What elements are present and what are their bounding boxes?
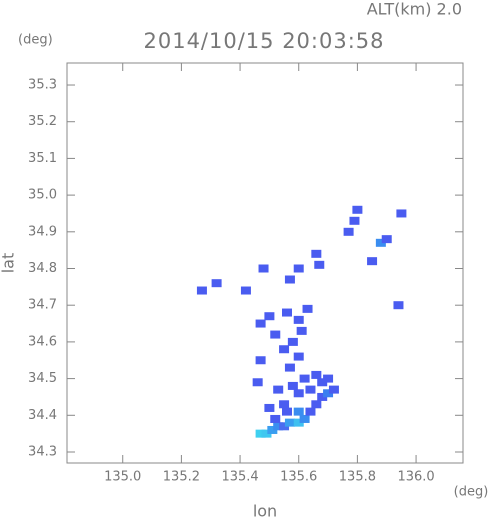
echo — [296, 326, 307, 335]
y-tick-label: 34.9 — [28, 224, 57, 239]
y-tick-label: 35.0 — [28, 188, 57, 203]
echo — [311, 249, 322, 258]
y-tick-label: 35.1 — [28, 151, 57, 166]
echo — [287, 337, 298, 346]
echo — [284, 275, 295, 284]
echo — [367, 257, 378, 266]
echo — [270, 330, 281, 339]
echo — [261, 429, 272, 438]
echo — [343, 227, 354, 236]
echo — [252, 378, 263, 387]
echo — [317, 392, 328, 401]
y-tick-label: 34.3 — [28, 444, 57, 459]
echo — [284, 418, 295, 427]
echo — [240, 286, 251, 295]
echo — [323, 374, 334, 383]
echo — [196, 286, 207, 295]
echo — [267, 425, 278, 434]
y-tick-label: 34.6 — [28, 334, 57, 349]
echo — [305, 385, 316, 394]
echo — [279, 400, 290, 409]
echo — [284, 363, 295, 372]
echo — [279, 345, 290, 354]
echo — [375, 238, 386, 247]
echo — [314, 260, 325, 269]
y-unit: (deg) — [18, 33, 53, 48]
echo — [396, 209, 407, 218]
x-unit: (deg) — [454, 485, 489, 500]
echo — [293, 389, 304, 398]
echo — [258, 264, 269, 273]
y-tick-label: 34.4 — [28, 408, 57, 423]
x-label: lon — [253, 502, 277, 521]
echo — [255, 319, 266, 328]
echo — [299, 374, 310, 383]
echo — [282, 407, 292, 416]
echo — [264, 312, 275, 321]
echo — [279, 422, 290, 431]
echo — [393, 301, 404, 310]
echo — [293, 418, 304, 427]
echo — [293, 407, 304, 416]
echo — [305, 407, 316, 416]
echo — [293, 264, 304, 273]
echo — [323, 389, 334, 398]
echo — [282, 308, 292, 317]
x-tick-label: 135.6 — [280, 470, 317, 485]
chart-title: 2014/10/15 20:03:58 — [143, 29, 384, 53]
echo — [211, 279, 222, 288]
x-tick-label: 135.0 — [104, 470, 141, 485]
echo — [293, 352, 304, 361]
echo — [264, 403, 275, 412]
echo — [273, 385, 284, 394]
echo — [273, 422, 284, 431]
echo — [352, 205, 363, 214]
echo — [293, 315, 304, 324]
echo — [349, 216, 360, 225]
x-tick-label: 135.8 — [339, 470, 376, 485]
plot-frame — [66, 62, 464, 464]
echo — [255, 429, 266, 438]
echo — [299, 414, 310, 423]
echo — [311, 400, 322, 409]
x-tick-label: 135.2 — [163, 470, 200, 485]
y-tick-label: 34.7 — [28, 298, 57, 313]
echo — [328, 385, 339, 394]
x-tick-label: 135.4 — [221, 470, 258, 485]
y-tick-label: 35.2 — [28, 114, 57, 129]
echo — [287, 381, 298, 390]
echo — [255, 356, 266, 365]
y-label: lat — [0, 253, 18, 274]
echo — [302, 304, 313, 313]
y-tick-label: 34.8 — [28, 261, 57, 276]
echo — [317, 378, 328, 387]
echo — [270, 414, 281, 423]
x-tick-label: 136.0 — [397, 470, 434, 485]
echo — [311, 370, 322, 379]
echo — [381, 235, 392, 244]
y-tick-label: 35.3 — [28, 78, 57, 93]
altitude: ALT(km) 2.0 — [367, 0, 462, 19]
y-tick-label: 34.5 — [28, 371, 57, 386]
